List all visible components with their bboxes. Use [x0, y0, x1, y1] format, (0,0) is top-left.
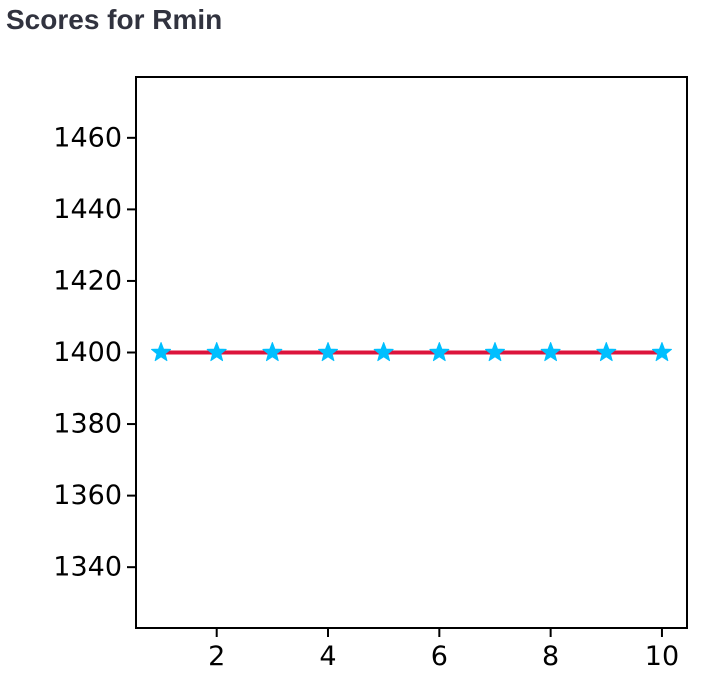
x-tick-label: 10: [645, 641, 679, 672]
y-tick-label: 1360: [53, 480, 122, 511]
y-tick-label: 1400: [53, 337, 122, 368]
x-tick-label: 2: [208, 641, 225, 672]
data-point-star: [429, 342, 450, 362]
x-tick-label: 8: [542, 641, 559, 672]
y-tick-label: 1340: [53, 552, 122, 583]
data-point-star: [596, 342, 617, 362]
series-layer: [151, 342, 672, 362]
data-point-star: [206, 342, 227, 362]
x-tick-label: 6: [431, 641, 448, 672]
x-tick-label: 4: [319, 641, 336, 672]
y-tick-label: 1420: [53, 265, 122, 296]
y-tick-label: 1460: [53, 122, 122, 153]
y-axis: 1340 1360 1380 1400 1420 1440 1460: [53, 122, 136, 583]
data-point-star: [318, 342, 339, 362]
data-point-star: [262, 342, 283, 362]
data-point-star: [151, 342, 172, 362]
y-tick-label: 1440: [53, 194, 122, 225]
data-point-star: [540, 342, 561, 362]
chart-heading: Scores for Rmin: [6, 4, 223, 35]
x-axis: 2 4 6 8 10: [208, 628, 679, 672]
data-point-star: [373, 342, 394, 362]
data-point-star: [484, 342, 505, 362]
data-point-star: [651, 342, 672, 362]
y-tick-label: 1380: [53, 409, 122, 440]
